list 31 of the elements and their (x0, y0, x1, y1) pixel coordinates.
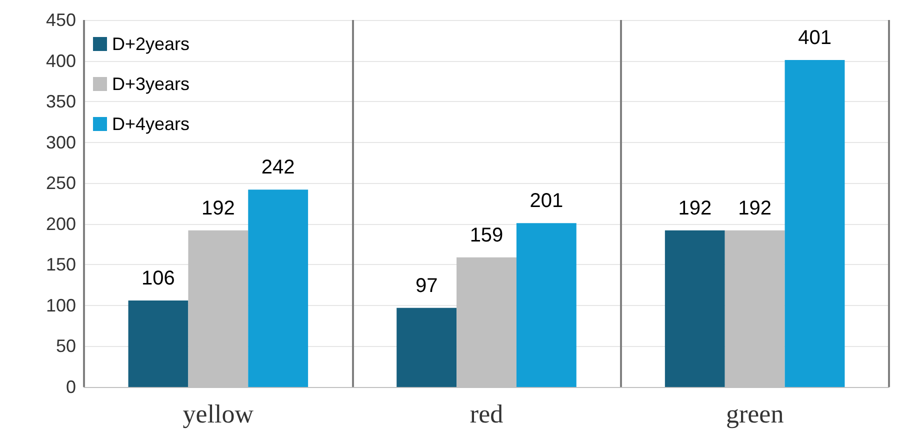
data-label: 192 (678, 197, 712, 220)
data-label: 106 (142, 268, 175, 290)
bar (664, 230, 725, 387)
y-tick-label: 250 (46, 173, 76, 194)
y-tick-label: 150 (46, 254, 76, 275)
y-tick-label: 300 (46, 132, 76, 152)
y-tick-label: 400 (46, 50, 76, 71)
data-label: 192 (201, 197, 235, 220)
bar (248, 190, 308, 387)
data-label: 242 (261, 156, 295, 179)
legend-label: D+2years (112, 34, 190, 54)
x-tick-label: yellow (182, 400, 254, 428)
legend-label: D+3years (112, 74, 190, 94)
data-label: 97 (415, 274, 438, 297)
y-tick-label: 0 (66, 377, 76, 397)
y-tick-label: 350 (46, 92, 76, 112)
x-tick-label: red (470, 400, 504, 428)
y-tick-label: 100 (46, 295, 76, 316)
y-tick-label: 200 (46, 214, 76, 234)
data-label: 192 (738, 197, 772, 220)
data-label: 159 (470, 224, 504, 246)
bar (396, 308, 457, 387)
bar (784, 60, 845, 387)
y-tick-label: 450 (46, 10, 76, 30)
data-label: 201 (530, 190, 564, 212)
bar (516, 223, 576, 387)
bar (128, 300, 188, 387)
data-label: 401 (798, 26, 832, 49)
y-tick-label: 50 (56, 336, 76, 356)
legend-label: D+4years (112, 114, 190, 134)
x-tick-label: green (726, 400, 784, 428)
